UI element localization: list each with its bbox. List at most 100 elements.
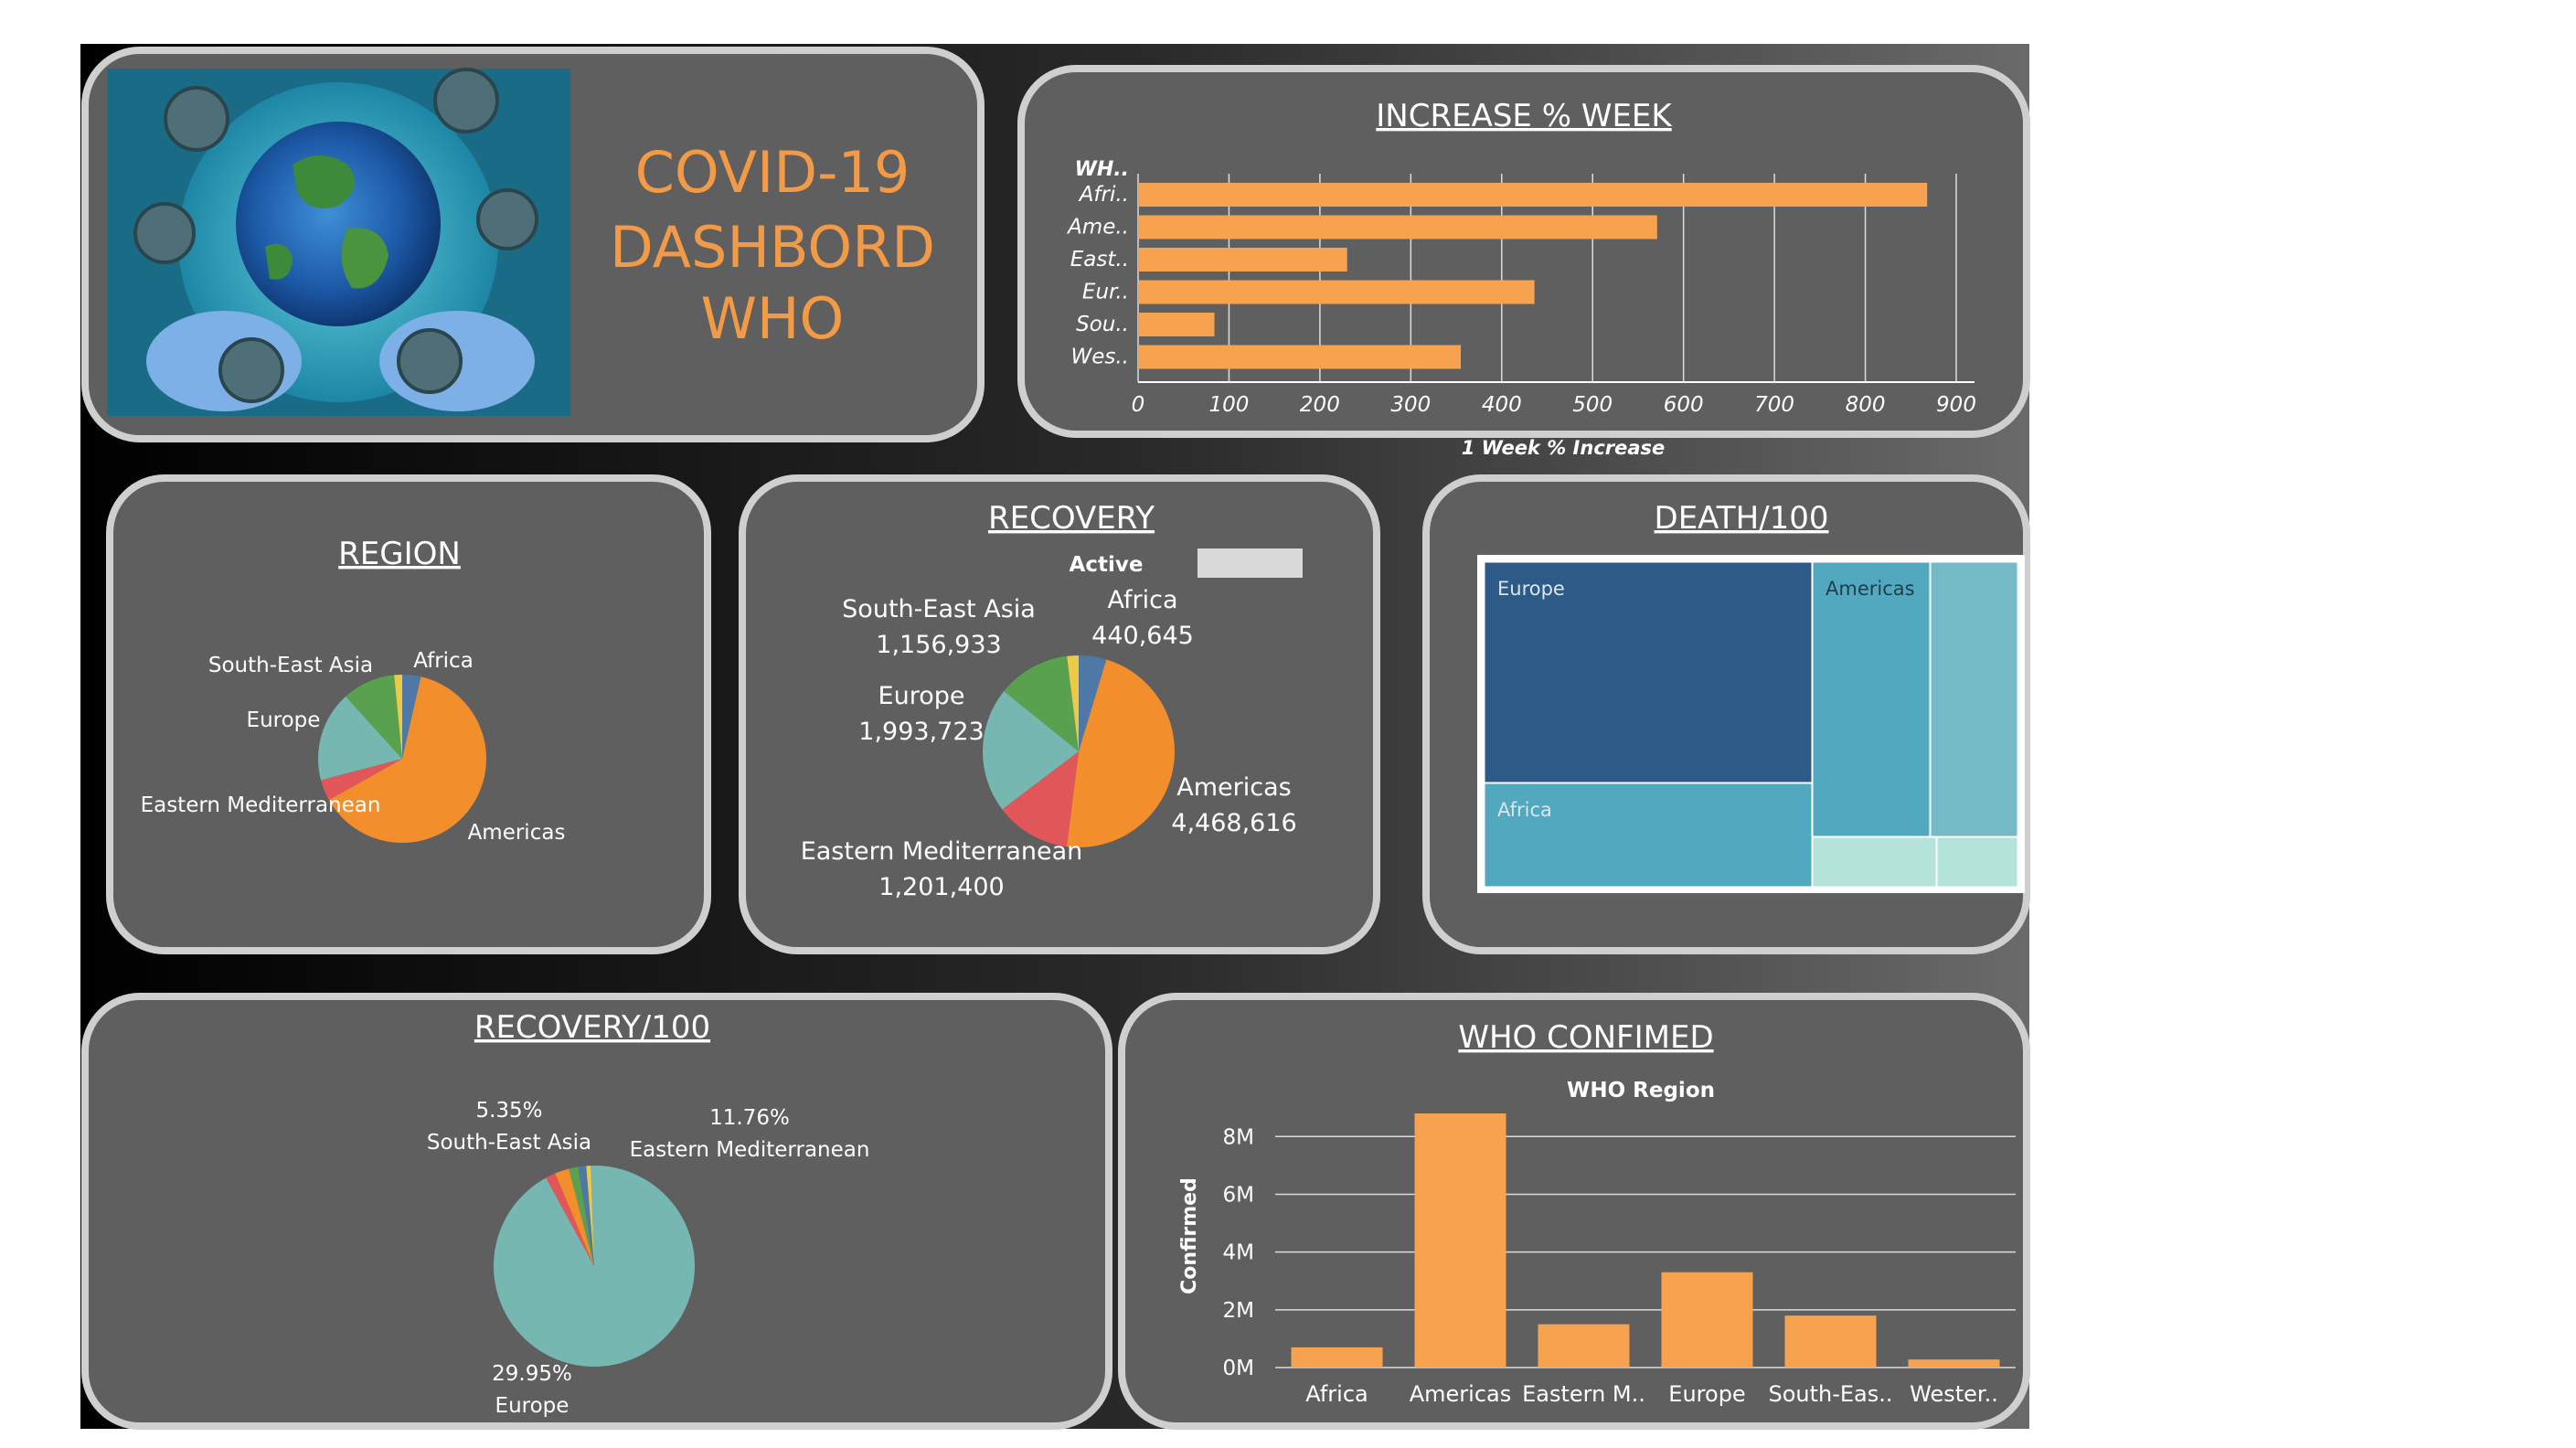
pie-slice-africa[interactable] bbox=[402, 675, 421, 759]
bar-east[interactable] bbox=[1138, 248, 1347, 272]
recovery-legend-label: Active bbox=[1070, 553, 1144, 577]
who-confirmed-title: WHO CONFIMED bbox=[1458, 1019, 1713, 1056]
category-label: Ame.. bbox=[1066, 216, 1129, 240]
x-tick-label: 400 bbox=[1482, 393, 1522, 417]
bar-eur[interactable] bbox=[1138, 280, 1535, 304]
dashboard-title-line-2: DASHBORD bbox=[610, 214, 935, 281]
recovery100-pie-chart: 5.35% South-East Asia 11.76% Eastern Medite… bbox=[427, 1099, 870, 1418]
pie-slice-africa[interactable] bbox=[1079, 655, 1107, 751]
pie-slice-western-pacific[interactable] bbox=[394, 675, 402, 759]
bar-eastern-m[interactable] bbox=[1538, 1324, 1630, 1368]
category-label: East.. bbox=[1070, 248, 1129, 272]
who-confirmed-panel: WHO CONFIMED WHO Region 0M 2M 4M 6M 8M Confirm… bbox=[1118, 993, 2030, 1430]
bar-south-eas[interactable] bbox=[1784, 1315, 1877, 1368]
pie-label-africa: Africa bbox=[1107, 586, 1177, 614]
pie-slice-western-pacific[interactable] bbox=[586, 1166, 594, 1266]
pie-value-europe: 29.95% bbox=[492, 1362, 572, 1386]
death-title: DEATH/100 bbox=[1655, 500, 1829, 537]
x-tick-label: 600 bbox=[1664, 393, 1704, 417]
recovery-title: RECOVERY bbox=[988, 500, 1155, 537]
x-tick-label: 900 bbox=[1936, 393, 1976, 417]
category-label: Wester.. bbox=[1910, 1381, 1998, 1407]
pie-value-americas: 4,468,616 bbox=[1171, 809, 1296, 837]
pie-label-south-east-asia: South-East Asia bbox=[208, 654, 373, 677]
y-tick-label: 4M bbox=[1223, 1241, 1254, 1265]
bar-africa[interactable] bbox=[1291, 1347, 1383, 1368]
pie-label-south-east-asia: South-East Asia bbox=[427, 1131, 591, 1155]
pie-slice-europe[interactable] bbox=[983, 691, 1079, 810]
pie-label-eastern-mediterranean: Eastern Mediterranean bbox=[630, 1138, 870, 1162]
treemap-cell[interactable] bbox=[1930, 561, 2018, 837]
pie-value-eastern-mediterranean: 1,201,400 bbox=[878, 873, 1004, 901]
pie-slice-south-east-asia[interactable] bbox=[346, 675, 402, 759]
bar-americas[interactable] bbox=[1414, 1113, 1506, 1368]
increase-week-title: INCREASE % WEEK bbox=[1376, 98, 1673, 134]
pie-label-eastern-mediterranean: Eastern Mediterranean bbox=[801, 837, 1083, 866]
pie-slice-western-pacific[interactable] bbox=[1067, 655, 1079, 751]
treemap-cell[interactable] bbox=[1936, 836, 2018, 888]
pie-value-europe: 1,993,723 bbox=[858, 718, 984, 746]
treemap-cell[interactable] bbox=[1812, 836, 1937, 888]
treemap-label-europe: Europe bbox=[1497, 578, 1565, 600]
treemap-cell-africa[interactable] bbox=[1484, 783, 1813, 888]
pie-slice-americas[interactable] bbox=[1067, 659, 1175, 847]
y-tick-label: 6M bbox=[1223, 1183, 1254, 1207]
pie-label-south-east-asia: South-East Asia bbox=[842, 595, 1036, 623]
pie-slice-eastern-mediterranean[interactable] bbox=[1002, 751, 1079, 847]
recovery-legend-swatch[interactable] bbox=[1198, 548, 1303, 578]
x-tick-label: 300 bbox=[1390, 393, 1431, 417]
pie-slice-south-east-asia[interactable] bbox=[569, 1166, 594, 1266]
pie-slice-eastern-mediterranean[interactable] bbox=[321, 759, 402, 801]
increase-week-panel: INCREASE % WEEK 0 100 200 300 400 500 600 700 80… bbox=[1017, 65, 2030, 459]
category-label: Europe bbox=[1668, 1381, 1745, 1407]
pie-label-europe: Europe bbox=[495, 1394, 569, 1418]
category-label: Eastern M.. bbox=[1522, 1381, 1645, 1407]
bar-afri[interactable] bbox=[1138, 183, 1928, 207]
row-header-label: WH.. bbox=[1075, 158, 1129, 181]
pie-slice-europe[interactable] bbox=[318, 696, 402, 781]
treemap-label-africa: Africa bbox=[1497, 799, 1552, 821]
bar-ame[interactable] bbox=[1138, 215, 1657, 240]
pie-slice-europe[interactable] bbox=[493, 1166, 695, 1368]
bar-wester[interactable] bbox=[1908, 1359, 2000, 1368]
death-panel: DEATH/100 Europe Africa Americas bbox=[1422, 474, 2030, 954]
x-tick-label: 0 bbox=[1132, 393, 1145, 417]
recovery-panel: RECOVERY Active South-East Asia 1,156,933… bbox=[739, 474, 1380, 954]
category-label: South-Eas.. bbox=[1768, 1381, 1892, 1407]
treemap-cell-americas[interactable] bbox=[1812, 561, 1931, 837]
pie-value-eastern-mediterranean: 11.76% bbox=[709, 1106, 790, 1130]
pie-slice-africa[interactable] bbox=[578, 1166, 594, 1266]
covid-earth-image bbox=[107, 68, 570, 416]
increase-week-bar-chart: 0 100 200 300 400 500 600 700 800 900 WH..Afri.. Am… bbox=[1066, 158, 1976, 459]
recovery-pie-chart: South-East Asia 1,156,933 Africa 440,645 Eur… bbox=[801, 586, 1297, 901]
pie-value-south-east-asia: 1,156,933 bbox=[876, 631, 1001, 659]
pie-slice-americas[interactable] bbox=[328, 676, 486, 843]
treemap-label-americas: Americas bbox=[1826, 578, 1915, 600]
region-title: REGION bbox=[338, 536, 461, 572]
pie-slice-south-east-asia[interactable] bbox=[1004, 655, 1079, 751]
bar-europe[interactable] bbox=[1661, 1272, 1753, 1368]
recovery100-panel: RECOVERY/100 5.35% South-East Asia 11.76% E… bbox=[81, 993, 1112, 1430]
bar-sou[interactable] bbox=[1138, 313, 1215, 336]
pie-label-americas: Americas bbox=[1176, 773, 1291, 802]
x-tick-label: 100 bbox=[1208, 393, 1249, 417]
pie-label-americas: Americas bbox=[468, 821, 566, 845]
pie-slice-americas[interactable] bbox=[555, 1168, 594, 1266]
header-panel: COVID-19 DASHBORD WHO bbox=[81, 47, 985, 442]
y-axis-title: Confirmed bbox=[1178, 1177, 1201, 1294]
pie-value-south-east-asia: 5.35% bbox=[475, 1099, 542, 1123]
chart-header: WHO Region bbox=[1567, 1079, 1715, 1102]
y-tick-label: 0M bbox=[1223, 1357, 1254, 1380]
recovery100-title: RECOVERY/100 bbox=[474, 1009, 710, 1046]
x-axis-title: 1 Week % Increase bbox=[1462, 437, 1666, 459]
y-tick-label: 2M bbox=[1223, 1299, 1254, 1323]
x-tick-label: 800 bbox=[1846, 393, 1886, 417]
category-label: Africa bbox=[1305, 1381, 1368, 1407]
x-tick-label: 200 bbox=[1300, 393, 1340, 417]
treemap-cell-europe[interactable] bbox=[1484, 561, 1813, 783]
category-label: Afri.. bbox=[1078, 183, 1129, 207]
pie-slice-eastern-mediterranean[interactable] bbox=[546, 1173, 594, 1266]
category-label: Eur.. bbox=[1082, 281, 1129, 304]
bar-wes[interactable] bbox=[1138, 345, 1462, 369]
